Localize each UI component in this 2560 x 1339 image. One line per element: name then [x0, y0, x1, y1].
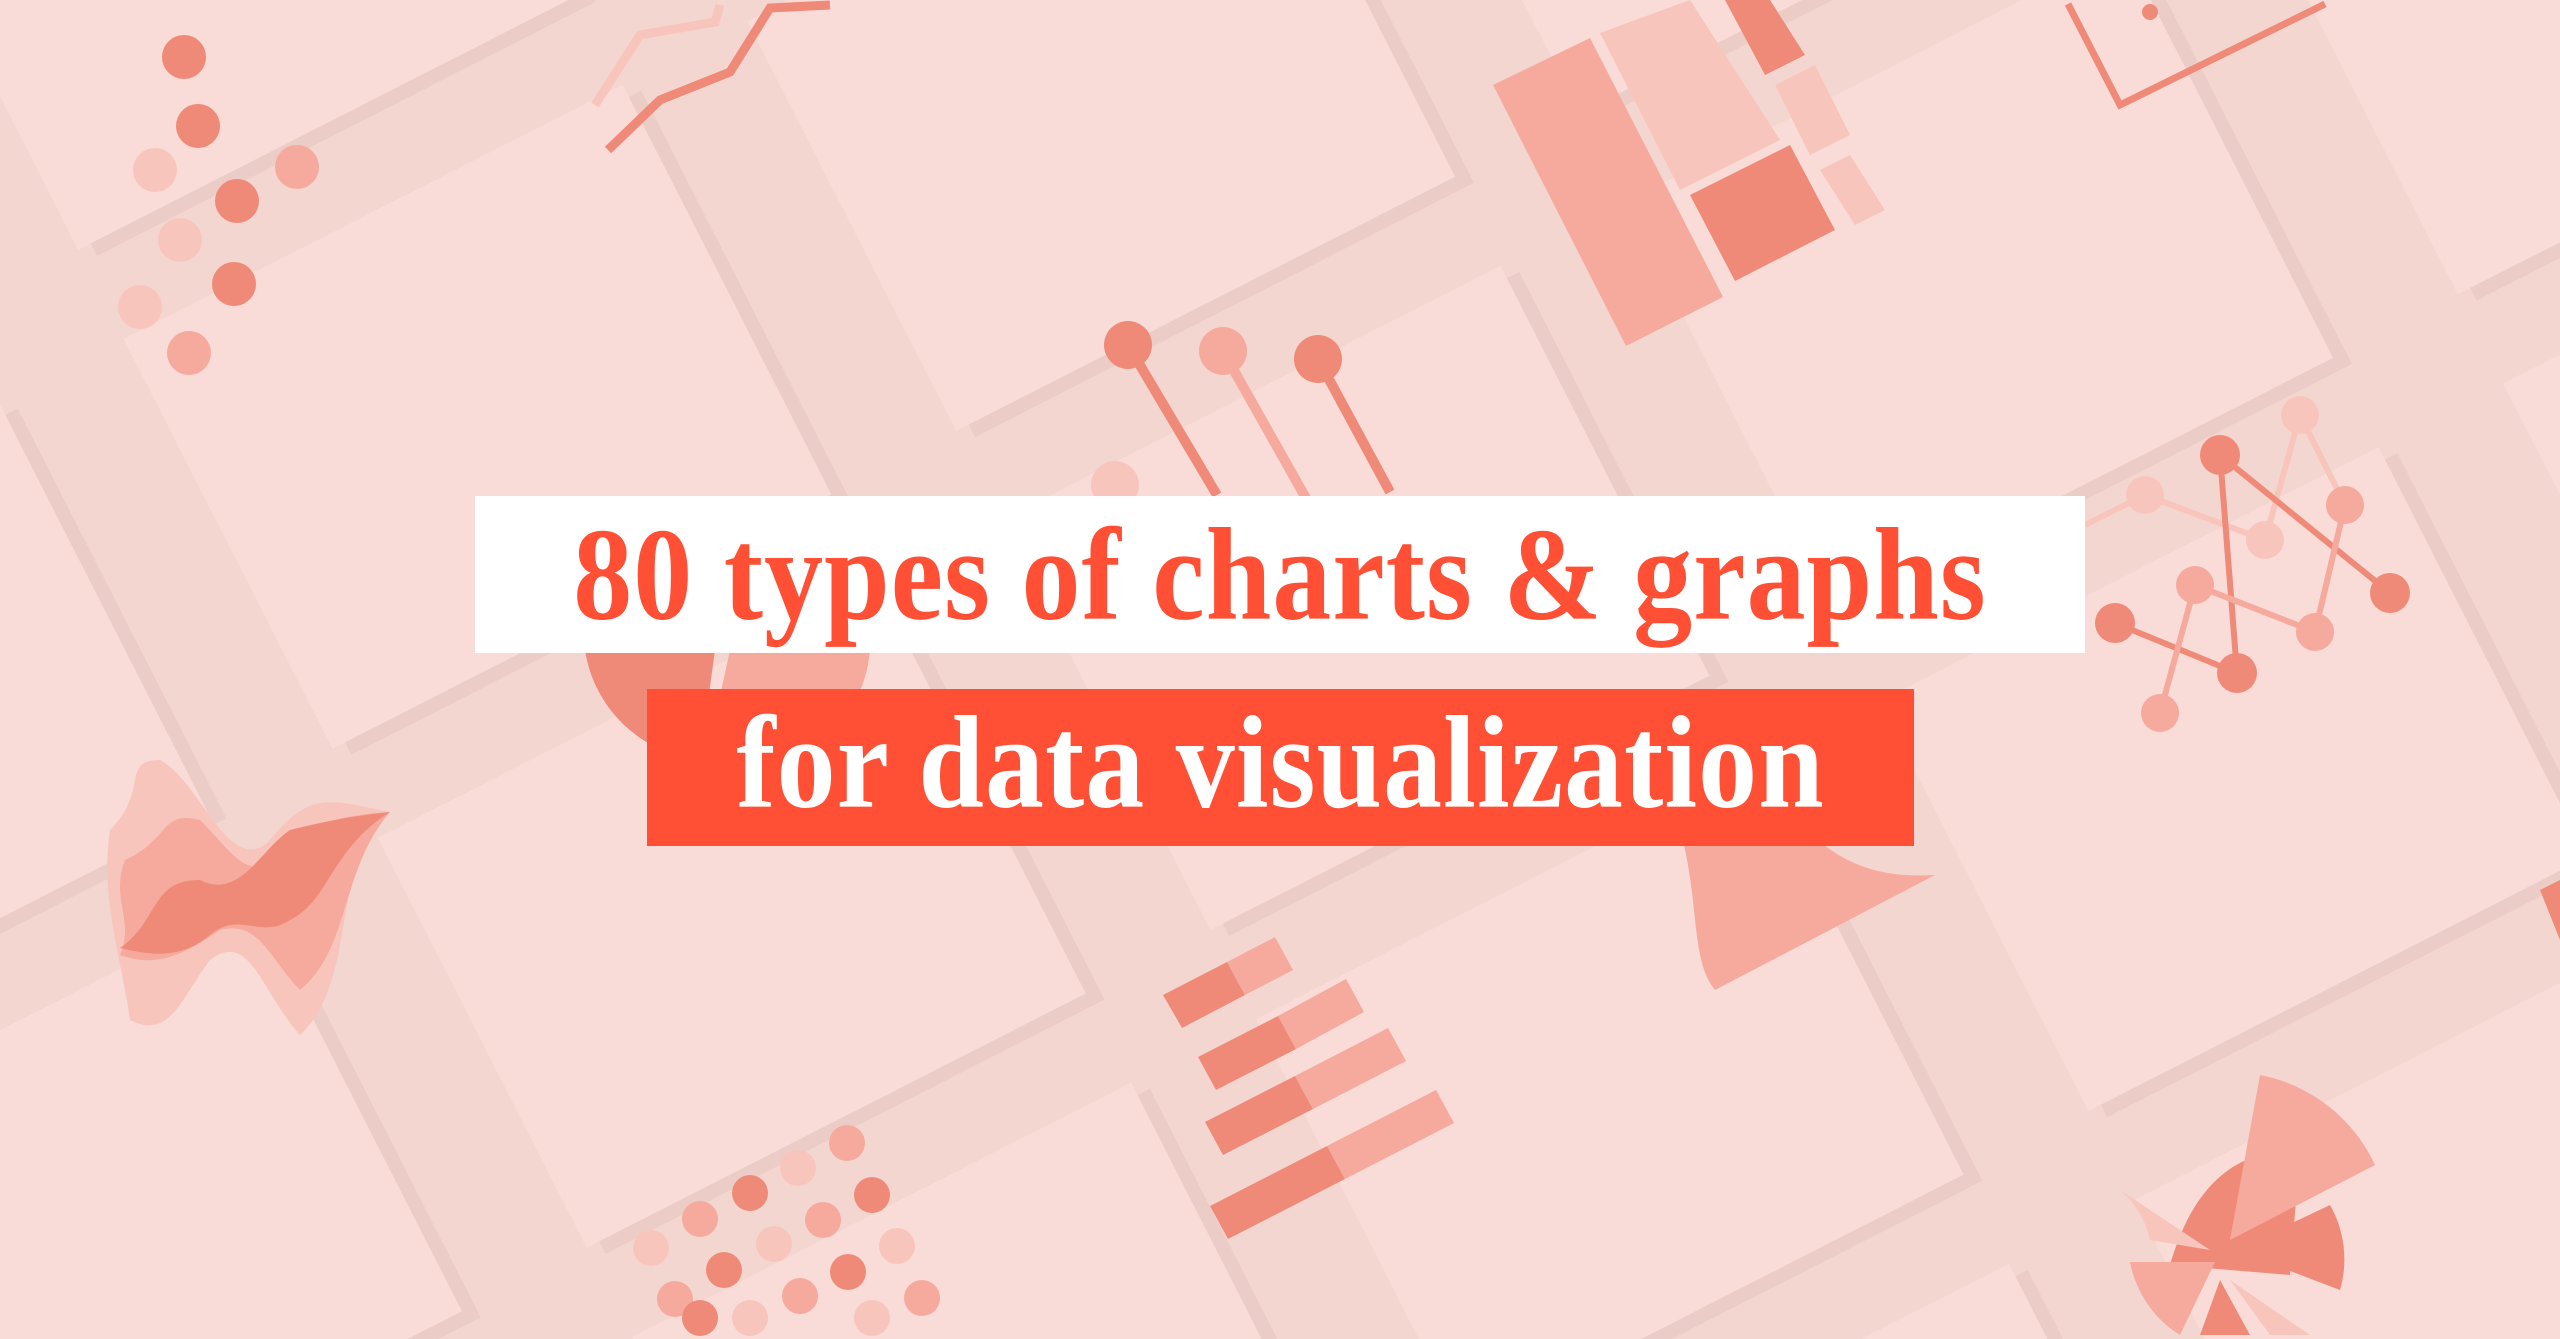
card	[0, 901, 462, 1339]
bubble	[706, 1252, 742, 1288]
title-line1: 80 types of charts & graphs	[573, 500, 1987, 648]
bubble	[854, 1300, 890, 1336]
bubble	[829, 1125, 865, 1161]
card	[1879, 447, 2560, 1112]
card	[2503, 354, 2560, 495]
bubble-grid-icon	[633, 1125, 940, 1336]
bubble	[732, 1300, 768, 1336]
card	[1625, 0, 2334, 613]
bubble	[780, 1150, 816, 1186]
bubble	[732, 1175, 768, 1211]
line-chart-icon	[591, 0, 831, 154]
bubble	[904, 1280, 940, 1316]
bubble	[805, 1202, 841, 1238]
bubble	[879, 1228, 915, 1264]
card	[1861, 1263, 2048, 1339]
line-chart-icon	[2064, 0, 2327, 110]
title-line2: for data visualization	[736, 688, 1825, 836]
bubble	[756, 1226, 792, 1262]
card	[632, 1082, 1262, 1339]
bubble	[854, 1177, 890, 1213]
bubble	[682, 1300, 718, 1336]
violin-plot-icon	[1680, 800, 1935, 990]
card	[2307, 0, 2560, 295]
network-graph-icon	[2083, 396, 2410, 732]
lollipop-chart-icon	[1091, 321, 1395, 509]
bubble	[633, 1230, 669, 1266]
title-banner-line1: 80 types of charts & graphs	[475, 496, 2085, 653]
bubble	[682, 1201, 718, 1237]
pie-chart-icon	[2120, 1075, 2375, 1335]
card	[747, 0, 1456, 431]
dot-plot-icon	[118, 35, 319, 375]
streamgraph-icon	[107, 760, 391, 1035]
bubble	[830, 1254, 866, 1290]
treemap-icon	[1493, 0, 1885, 346]
title-banner-line2: for data visualization	[647, 689, 1914, 846]
bubble	[782, 1278, 818, 1314]
bar-chart-icon	[2540, 880, 2560, 940]
stacked-bar-chart-icon	[1163, 937, 1454, 1239]
bubble	[657, 1281, 693, 1317]
